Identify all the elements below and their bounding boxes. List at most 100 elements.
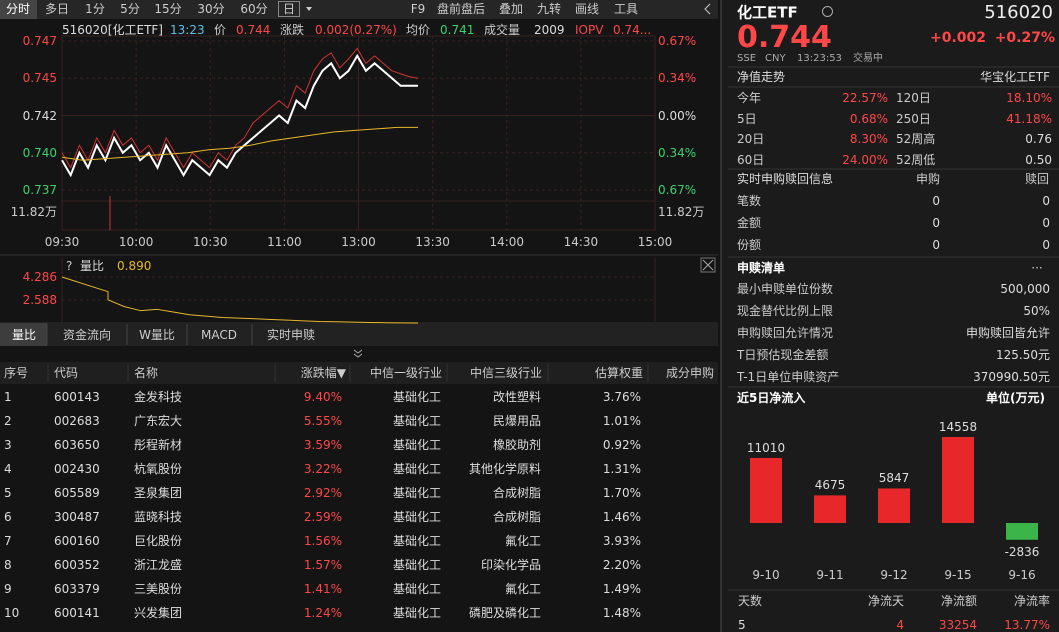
bar <box>1006 523 1038 540</box>
label: 笔数 <box>737 194 762 208</box>
cell: 基础化工 <box>392 558 441 572</box>
label: CNY <box>765 53 786 64</box>
column-header[interactable]: 序号 <box>4 366 29 380</box>
label: 0 <box>1042 194 1050 208</box>
bar <box>814 495 846 523</box>
label: 20日 <box>737 132 765 147</box>
cell: 10 <box>4 606 20 620</box>
cell: 1.70% <box>602 486 641 500</box>
column-header[interactable]: 涨跌幅▼ <box>300 366 346 380</box>
sub-tab-bar <box>0 322 718 346</box>
cell: 2 <box>4 414 12 428</box>
cell: 金发科技 <box>134 390 183 404</box>
tab[interactable]: 日 <box>282 2 296 16</box>
tab[interactable]: 5分 <box>120 2 140 16</box>
cell: 基础化工 <box>392 462 441 476</box>
tab[interactable]: 1分 <box>85 2 105 16</box>
x-tick-label: 9-12 <box>880 568 908 582</box>
label: 370990.50元 <box>973 370 1050 384</box>
sub-tab[interactable]: 资金流向 <box>62 328 112 342</box>
tool[interactable]: 画线 <box>574 2 600 16</box>
cell: 民爆用品 <box>492 414 541 428</box>
cell: 002430 <box>54 462 100 476</box>
value-label: 4675 <box>814 478 846 493</box>
cell: 600160 <box>54 534 100 548</box>
cell: 2.92% <box>303 486 342 500</box>
expand-handle <box>353 349 363 358</box>
x-tick-label: 9-10 <box>752 568 780 582</box>
cell: 巨化股份 <box>134 534 183 548</box>
label: 0.002(0.27%) <box>315 23 397 37</box>
cell: 基础化工 <box>392 438 441 452</box>
tab[interactable]: 30分 <box>197 2 225 16</box>
tool[interactable]: 九转 <box>536 2 562 16</box>
cell: 0.92% <box>602 438 641 452</box>
sub-tab[interactable]: W量比 <box>139 328 175 342</box>
label: 0.68% <box>849 111 888 126</box>
sub-tab[interactable]: MACD <box>201 328 237 342</box>
label: 500,000 <box>1000 282 1050 296</box>
price-series <box>61 53 418 178</box>
cell: 广东宏大 <box>134 414 183 428</box>
cell: 基础化工 <box>392 606 441 620</box>
y2-tick-label: 0.67% <box>658 34 697 48</box>
sub-tab[interactable]: 实时申赎 <box>266 328 316 342</box>
label: 价 <box>214 23 227 37</box>
cell: 9 <box>4 582 12 596</box>
column-header[interactable]: 成分申购 <box>666 366 715 380</box>
cell: 3.93% <box>602 534 641 548</box>
label: 申购赎回允许情况 <box>737 326 834 340</box>
label: 33254 <box>938 618 977 632</box>
sub-tab[interactable]: 量比 <box>11 328 37 342</box>
column-header[interactable]: 中信一级行业 <box>369 366 443 380</box>
label: 0.741 <box>440 23 475 37</box>
x-tick-label: 13:30 <box>415 235 450 249</box>
column-header[interactable]: 名称 <box>134 366 159 380</box>
label: 成交量 <box>484 23 521 37</box>
label: 金额 <box>737 216 762 230</box>
y2-tick-label: 0.67% <box>658 183 697 197</box>
cell: 600141 <box>54 606 100 620</box>
x-tick-label: 10:00 <box>118 235 154 249</box>
column-header[interactable]: 代码 <box>54 366 79 380</box>
cell: 600143 <box>54 390 100 404</box>
cell: 磷肥及磷化工 <box>468 606 541 620</box>
cell: 基础化工 <box>392 414 441 428</box>
tool[interactable]: 叠加 <box>498 2 524 16</box>
y-tick-label: 0.745 <box>22 71 57 86</box>
label: 0 <box>1042 216 1050 230</box>
label: 实时申购赎回信息 <box>737 172 834 186</box>
cell: 1.31% <box>602 462 641 476</box>
tool[interactable]: 盘前盘后 <box>436 2 486 16</box>
y-tick-label: 0.740 <box>22 145 57 160</box>
column-header[interactable]: 中信三级行业 <box>469 366 543 380</box>
label: 250日 <box>896 111 931 126</box>
label: 赎回 <box>1024 172 1050 186</box>
cell: 橡胶助剂 <box>492 438 541 452</box>
label: 交易中 <box>853 53 883 64</box>
right-panel <box>720 0 1059 632</box>
table-header-bg <box>0 362 718 384</box>
help-icon[interactable]: ? <box>66 259 73 273</box>
value-label: 11010 <box>746 440 786 455</box>
y-tick-label: 0.737 <box>22 183 57 197</box>
cell: 浙江龙盛 <box>134 558 183 572</box>
tab[interactable]: 分时 <box>5 2 31 16</box>
tab[interactable]: 多日 <box>44 2 70 16</box>
cell: 8 <box>4 558 12 572</box>
info-icon[interactable] <box>822 6 833 17</box>
more-button[interactable]: ··· <box>1031 261 1043 275</box>
tool[interactable]: 工具 <box>613 2 639 16</box>
cell: 1.57% <box>303 558 342 572</box>
tool[interactable]: F9 <box>410 2 426 16</box>
label: 4 <box>896 618 904 632</box>
cell: 其他化学原料 <box>468 462 541 476</box>
tab[interactable]: 60分 <box>240 2 268 16</box>
tab[interactable]: 15分 <box>154 2 182 16</box>
column-header[interactable]: 估算权重 <box>594 366 643 380</box>
cell: 002683 <box>54 414 100 428</box>
x-tick-label: 9-15 <box>944 568 972 582</box>
label: +0.002 <box>929 30 986 46</box>
